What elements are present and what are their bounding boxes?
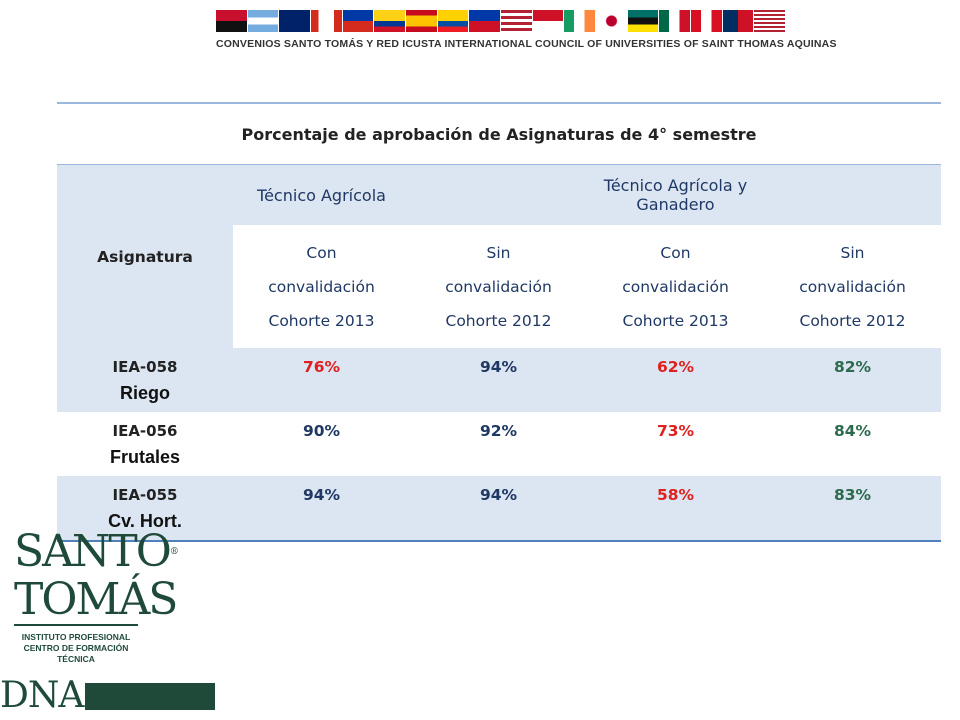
subject-code: IEA-055 xyxy=(112,486,178,504)
subheader-line: Cohorte 2013 xyxy=(622,311,729,330)
logo-line1: SANTO® xyxy=(14,526,179,577)
table-row: IEA-056 Frutales 90% 92% 73% 84% xyxy=(57,412,941,476)
approval-table: Porcentaje de aprobación de Asignaturas … xyxy=(57,102,941,542)
table-title: Porcentaje de aprobación de Asignaturas … xyxy=(241,124,757,144)
flag-argentina xyxy=(247,10,280,32)
subheader-cell: Sin convalidación Cohorte 2012 xyxy=(764,225,941,348)
subject-code: IEA-056 xyxy=(112,422,178,440)
subject-cell: IEA-055 Cv. Hort. xyxy=(57,476,233,540)
logo-subtitle: INSTITUTO PROFESIONAL CENTRO DE FORMACIÓ… xyxy=(21,632,131,664)
subheader-line: Sin xyxy=(486,243,511,262)
flag-angola xyxy=(216,10,248,32)
subject-name: Cv. Hort. xyxy=(108,511,182,531)
subject-name: Riego xyxy=(119,383,170,403)
value-cell: 73% xyxy=(587,412,764,476)
header-title: CONVENIOS SANTO TOMÁS Y RED ICUSTA INTER… xyxy=(216,38,837,50)
flag-philippines xyxy=(469,10,502,32)
subheader-line: Con xyxy=(660,243,691,262)
flag-mexico xyxy=(659,10,692,32)
program-header-agricola: Técnico Agrícola xyxy=(233,165,410,225)
dna-logo: DNA xyxy=(0,675,86,716)
subheader-line: convalidación xyxy=(799,277,906,296)
santo-tomas-logo: SANTO® TOMÁS INSTITUTO PROFESIONAL CENTR… xyxy=(14,526,179,665)
subheader-line: Cohorte 2012 xyxy=(799,311,906,330)
logo-line2: TOMÁS xyxy=(14,574,178,626)
subject-header: Asignatura xyxy=(57,165,233,348)
subject-cell: IEA-058 Riego xyxy=(57,348,233,412)
subheader-cell: Con convalidación Cohorte 2013 xyxy=(587,225,764,348)
value-cell: 82% xyxy=(764,348,941,412)
header-block: Asignatura Técnico Agrícola Técnico Agrí… xyxy=(57,165,941,348)
subheader-cell: Con convalidación Cohorte 2013 xyxy=(233,225,410,348)
flags-strip xyxy=(216,10,787,32)
subheader-line: Con xyxy=(306,243,337,262)
value-cell: 94% xyxy=(233,476,410,540)
subheader-line: convalidación xyxy=(268,277,375,296)
subject-code: IEA-058 xyxy=(112,358,178,376)
flag-mozambique xyxy=(627,10,660,32)
subheader-line: Cohorte 2013 xyxy=(268,311,375,330)
flag-usa-striped xyxy=(501,10,533,32)
flag-canada xyxy=(311,10,343,32)
flag-australia xyxy=(279,10,312,32)
flag-ecuador xyxy=(437,10,470,32)
table-row: IEA-058 Riego 76% 94% 62% 82% xyxy=(57,348,941,412)
value-cell: 94% xyxy=(410,476,587,540)
subheader-cell: Sin convalidación Cohorte 2012 xyxy=(410,225,587,348)
flag-japan xyxy=(596,10,628,32)
flag-dominican-republic xyxy=(722,10,755,32)
flag-indonesia xyxy=(532,10,565,32)
value-cell: 94% xyxy=(410,348,587,412)
flag-peru xyxy=(691,10,723,32)
value-cell: 92% xyxy=(410,412,587,476)
table-row: IEA-055 Cv. Hort. 94% 94% 58% 83% xyxy=(57,476,941,540)
subheader-line: convalidación xyxy=(622,277,729,296)
subheader-line: convalidación xyxy=(445,277,552,296)
value-cell: 83% xyxy=(764,476,941,540)
subject-cell: IEA-056 Frutales xyxy=(57,412,233,476)
subject-name: Frutales xyxy=(109,447,181,467)
value-cell: 84% xyxy=(764,412,941,476)
flag-chile xyxy=(342,10,375,32)
flag-usa xyxy=(754,10,787,32)
subheader-line: Sin xyxy=(840,243,865,262)
value-cell: 58% xyxy=(587,476,764,540)
value-cell: 90% xyxy=(233,412,410,476)
table-title-row: Porcentaje de aprobación de Asignaturas … xyxy=(57,104,941,165)
value-cell: 76% xyxy=(233,348,410,412)
value-cell: 62% xyxy=(587,348,764,412)
program-header-ganadero: Técnico Agrícola y Ganadero xyxy=(587,165,764,225)
flag-ireland xyxy=(564,10,597,32)
flag-spain xyxy=(406,10,438,32)
flag-colombia xyxy=(374,10,407,32)
subheader-line: Cohorte 2012 xyxy=(445,311,552,330)
